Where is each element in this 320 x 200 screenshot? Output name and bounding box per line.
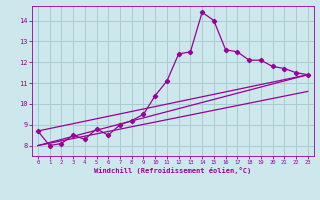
X-axis label: Windchill (Refroidissement éolien,°C): Windchill (Refroidissement éolien,°C) (94, 167, 252, 174)
